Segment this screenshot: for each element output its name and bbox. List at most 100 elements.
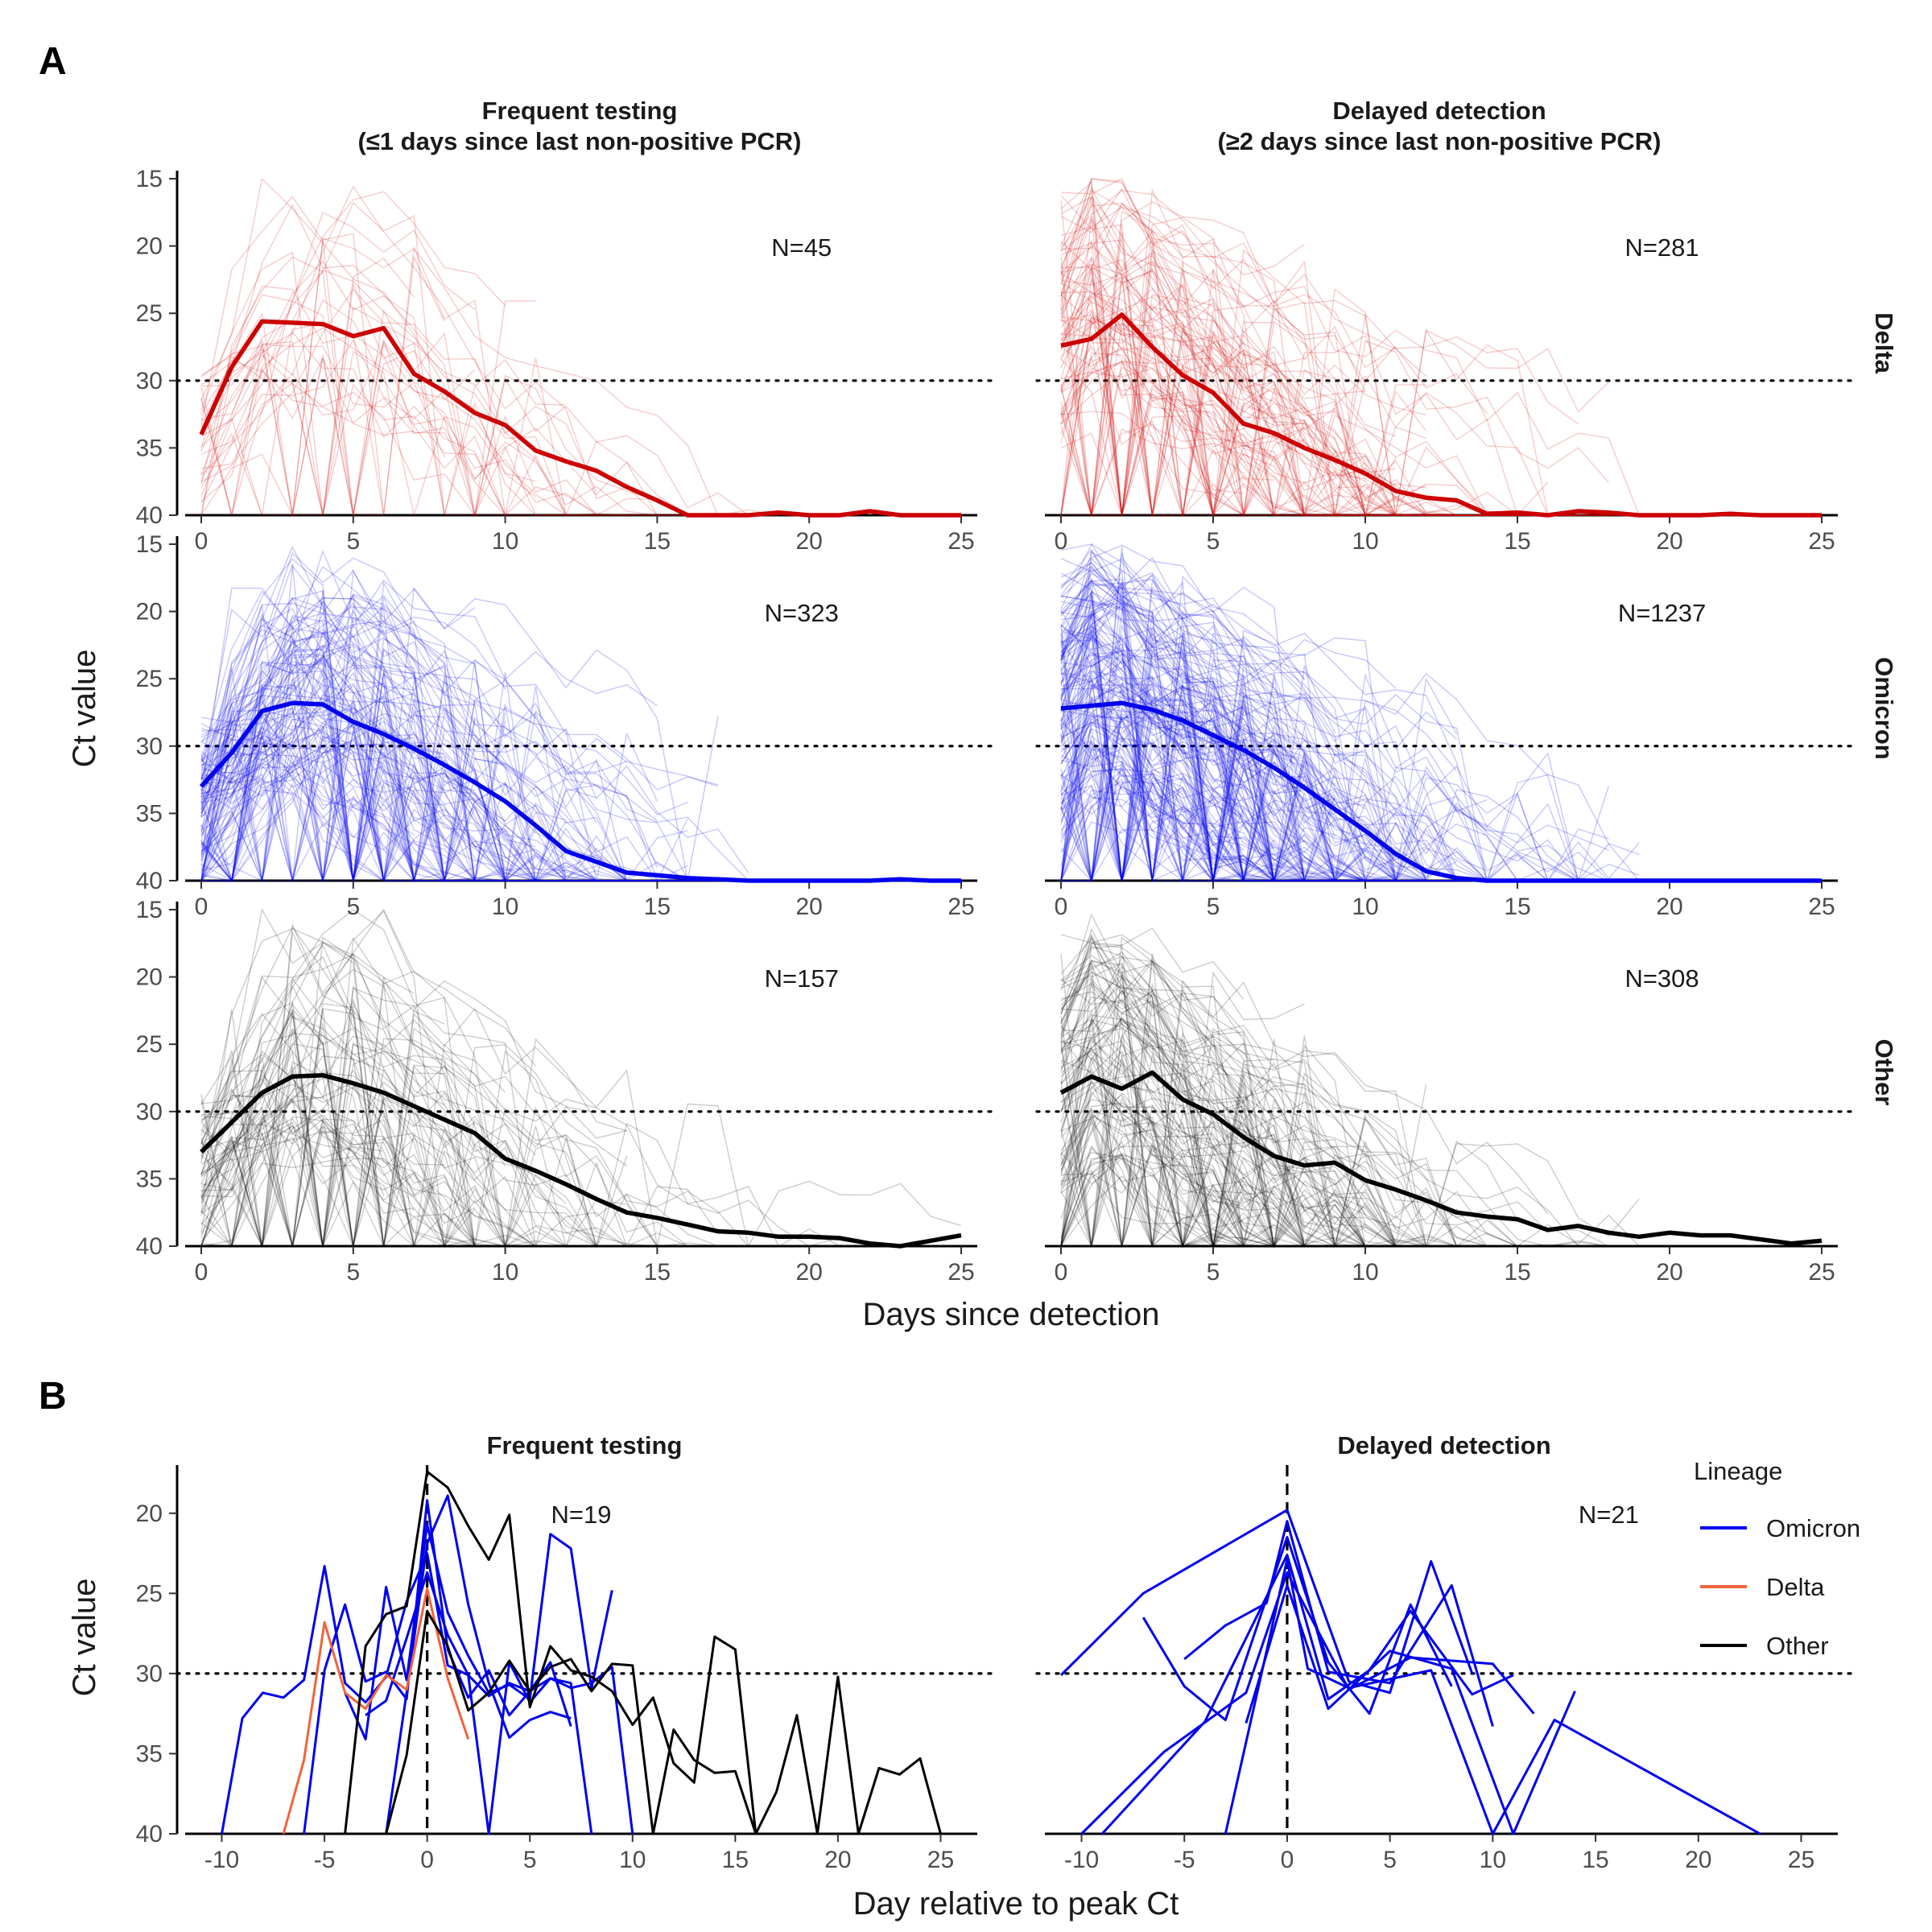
- panel-a-r0c0-individual-line: [200, 357, 415, 516]
- panel-a-r2c1-individual-line: [1060, 1146, 1365, 1249]
- panel-b-c1-x-tick-label: 10: [1480, 1847, 1506, 1873]
- panel-a-r1c0-y-tick-label: 40: [136, 868, 163, 894]
- panel-a-r1c0-individual-line: [200, 595, 597, 881]
- panel-a-r2c1-individual-line: [1060, 1018, 1609, 1247]
- panel-a-r2c1-individual-line: [1060, 1044, 1488, 1247]
- panel-a-r2c1-individual-line: [1060, 1068, 1366, 1249]
- panel-a-r1c1-individual-line: [1060, 617, 1457, 881]
- panel-a-r1c1-individual-line: [1060, 578, 1457, 771]
- panel-a-r0c1-individual-line: [1060, 196, 1397, 516]
- panel-a-r1c1-individual-line: [1060, 629, 1335, 881]
- panel-a-r2c1-individual-line: [1060, 1027, 1609, 1247]
- panel-a-r0c1-individual-line: [1060, 411, 1274, 516]
- panel-a-r1c1-individual-line: [1060, 605, 1275, 881]
- panel-a-r1c1-individual-line: [1060, 630, 1365, 881]
- panel-a-r2c0-individual-line: [200, 1125, 658, 1248]
- panel-a-r0c0-individual-line: [200, 256, 779, 516]
- panel-a-r1c1-individual-line: [1060, 763, 1275, 883]
- panel-a-r1c1-individual-line: [1060, 602, 1609, 851]
- panel-a-r1c0-individual-line: [200, 750, 658, 883]
- panel-b-c0-y-tick-label: 20: [136, 1501, 163, 1527]
- panel-a-r1c1-x-tick-label: 0: [1055, 894, 1068, 920]
- panel-a-r1c1-individual-line: [1060, 590, 1517, 881]
- panel-a-r2c1-individual-line: [1060, 1080, 1517, 1249]
- panel-a-r2c1-individual-line: [1060, 934, 1792, 1249]
- panel-a-r2c0-individual-line: [200, 1125, 749, 1248]
- panel-a-r0c1-individual-line: [1060, 216, 1640, 518]
- panel-a-r1c1-individual-line: [1060, 603, 1488, 881]
- panel-a-r2c0-individual-line: [200, 1119, 597, 1249]
- panel-a-r2c1-individual-line: [1060, 1059, 1731, 1249]
- panel-a-r0c0-individual-line: [200, 339, 567, 516]
- panel-a-r2c1-individual-line: [1060, 913, 1397, 1248]
- panel-a-r2c1-individual-line: [1060, 972, 1731, 1248]
- panel-a-r0c1-individual-line: [1060, 366, 1305, 518]
- panel-a-r1c0-individual-line: [200, 719, 749, 881]
- panel-a-r0c0-individual-line: [200, 201, 536, 516]
- panel-a-r2c1-individual-line: [1060, 1141, 1366, 1249]
- panel-a-r2c1-individual-line: [1060, 1145, 1335, 1247]
- panel-a-r1c0-individual-line: [200, 589, 476, 881]
- panel-a-r0c0-individual-line: [200, 251, 415, 516]
- panel-a-r2c1-x-tick-label: 5: [1207, 1259, 1220, 1286]
- panel-a-r2c0-individual-line: [200, 1069, 385, 1247]
- panel-a-r2c0-x-tick-label: 0: [195, 1259, 208, 1286]
- panel-a-r1c0-individual-line: [200, 608, 506, 881]
- panel-a-r0c1-individual-line: [1060, 202, 1245, 345]
- panel-a-r2c1-individual-line: [1060, 983, 1792, 1247]
- panel-a-r2c1-individual-line: [1060, 1018, 1306, 1249]
- panel-a-r1c1-individual-line: [1060, 603, 1640, 881]
- panel-a-r1c0-individual-line: [201, 655, 658, 881]
- panel-a-r2c0-individual-line: [200, 1068, 688, 1249]
- panel-a-r1c0-individual-line: [200, 730, 536, 881]
- panel-a-r2c1-individual-line: [1060, 977, 1488, 1247]
- panel-a-r2c1-individual-line: [1060, 1092, 1548, 1247]
- panel-a-r0c0-individual-line: [200, 327, 718, 516]
- panel-a-r1c1-individual-line: [1060, 543, 1458, 881]
- panel-a-r1c0-individual-line: [200, 637, 415, 814]
- panel-a-r1c0-individual-line: [200, 695, 627, 881]
- panel-a-r2c1-individual-line: [1060, 980, 1670, 1247]
- panel-b-c1-x-tick-label: 20: [1685, 1847, 1711, 1873]
- panel-b-c1-series-omicron-2: [1080, 1571, 1535, 1835]
- panel-a-r1c0-individual-line: [200, 699, 597, 883]
- panel-a-r1c1-individual-line: [1060, 572, 1609, 881]
- panel-a-r1c0-individual-line: [200, 564, 506, 881]
- panel-a-r2c0-individual-line: [200, 985, 901, 1247]
- panel-a-r1c0-individual-line: [200, 724, 506, 883]
- panel-a-r1c0-individual-line: [201, 735, 384, 883]
- panel-a-r0c0-x-tick-label: 15: [644, 528, 671, 555]
- panel-a-r0c1-individual-line: [1060, 178, 1609, 516]
- panel-a-r1c1-individual-line: [1060, 624, 1517, 882]
- panel-a-r0c0-x-tick-label: 5: [346, 528, 360, 555]
- panel-a-r0c0-individual-line: [200, 354, 567, 516]
- panel-a-r2c0-individual-line: [200, 1061, 476, 1247]
- panel-a-r2c1-individual-line: [1060, 1018, 1365, 1249]
- panel-a-r2c1-individual-line: [1060, 972, 1792, 1247]
- panel-a-r0c1-individual-line: [1060, 283, 1245, 379]
- panel-a-r1c0-individual-line: [200, 761, 445, 881]
- panel-a-r1c1-individual-line: [1060, 658, 1366, 844]
- panel-a-r0c1-individual-line: [1060, 203, 1245, 311]
- panel-a-r1c0-individual-line: [200, 770, 688, 881]
- panel-a-r2c0-individual-line: [200, 943, 718, 1249]
- panel-a-r1c1-individual-line: [1060, 579, 1305, 881]
- panel-a-r1c1-individual-line: [1060, 650, 1517, 881]
- panel-a-r2c0-individual-line: [200, 976, 658, 1248]
- panel-a-r1c1-individual-line: [1060, 773, 1488, 881]
- panel-a-r1c1-individual-line: [1060, 565, 1397, 881]
- panel-a-r1c1-individual-line: [1060, 601, 1579, 883]
- panel-a-r2c0-individual-line: [200, 1055, 718, 1247]
- panel-a-r2c1-individual-line: [1060, 952, 1670, 1247]
- panel-a-r1c1-individual-line: [1060, 586, 1305, 768]
- panel-a-r1c1-individual-line: [1060, 566, 1397, 881]
- panel-a-r0c0-y-tick-label: 25: [136, 300, 163, 327]
- panel-a-r2c1-individual-line: [1060, 959, 1306, 1247]
- panel-a-r0c0-individual-line: [200, 294, 718, 517]
- panel-b-y-title: Ct value: [67, 1579, 102, 1697]
- panel-a-r0c0-individual-line: [200, 269, 779, 516]
- panel-a-r1c0-individual-line: [200, 729, 567, 882]
- panel-a-r2c1-individual-line: [1060, 991, 1366, 1249]
- panel-b-c1-series-omicron-4: [1100, 1554, 1514, 1835]
- panel-a-r0c0-individual-line: [200, 185, 749, 516]
